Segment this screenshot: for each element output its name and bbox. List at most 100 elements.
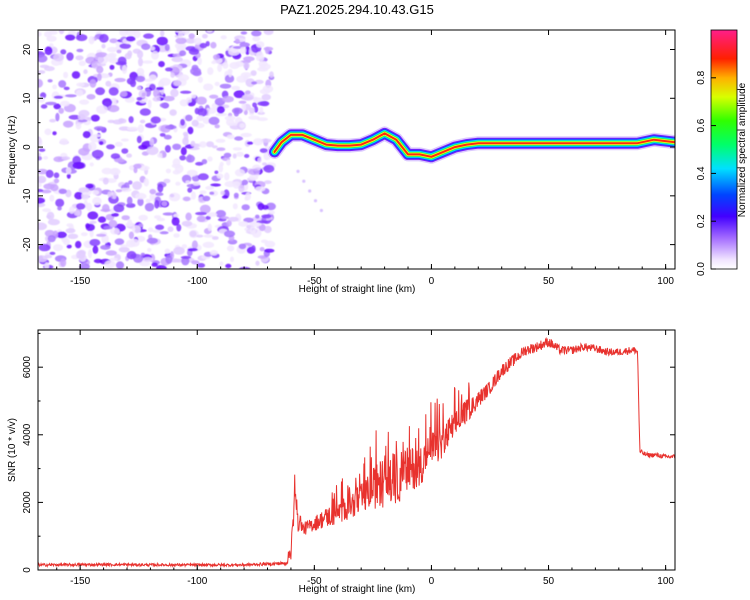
noise-speckle bbox=[244, 196, 249, 201]
noise-speckle bbox=[121, 138, 129, 142]
noise-speckle bbox=[112, 192, 117, 200]
noise-speckle bbox=[172, 143, 182, 150]
noise-speckle bbox=[313, 199, 318, 203]
noise-speckle bbox=[126, 126, 139, 131]
noise-speckle bbox=[308, 189, 312, 193]
noise-speckle bbox=[68, 114, 81, 120]
noise-speckle bbox=[248, 174, 259, 181]
noise-speckle bbox=[56, 231, 67, 239]
snr-series-line bbox=[38, 336, 675, 569]
noise-speckle bbox=[251, 30, 262, 37]
noise-speckle bbox=[151, 50, 159, 60]
noise-speckle bbox=[120, 91, 128, 97]
noise-speckle bbox=[43, 156, 49, 160]
noise-speckle bbox=[245, 90, 251, 95]
noise-speckle bbox=[243, 56, 255, 62]
noise-speckle bbox=[58, 30, 65, 35]
noise-speckle bbox=[185, 38, 197, 44]
noise-speckle bbox=[44, 128, 52, 136]
noise-speckle bbox=[85, 223, 91, 229]
noise-speckle bbox=[120, 244, 129, 248]
noise-speckle bbox=[173, 246, 185, 255]
noise-speckle bbox=[125, 203, 136, 208]
noise-speckle bbox=[191, 119, 199, 127]
noise-speckle bbox=[47, 79, 53, 83]
noise-speckle bbox=[143, 33, 154, 39]
noise-speckle bbox=[214, 81, 220, 87]
noise-speckle bbox=[114, 238, 125, 245]
noise-speckle bbox=[102, 177, 109, 185]
noise-speckle bbox=[208, 116, 220, 125]
x-tick-label: -50 bbox=[307, 276, 322, 287]
noise-speckle bbox=[38, 175, 47, 184]
noise-speckle bbox=[201, 159, 208, 165]
noise-speckle bbox=[135, 192, 147, 200]
noise-speckle bbox=[269, 71, 274, 78]
colorbar-tick-label: 0.8 bbox=[696, 70, 707, 84]
noise-speckle bbox=[220, 190, 225, 196]
noise-speckle bbox=[67, 233, 79, 239]
noise-speckle bbox=[133, 163, 142, 169]
noise-speckle bbox=[146, 237, 158, 244]
x-tick-label: -100 bbox=[187, 276, 207, 287]
noise-speckle bbox=[152, 229, 162, 233]
noise-speckle bbox=[121, 148, 129, 154]
noise-speckle bbox=[76, 203, 86, 210]
noise-speckle bbox=[143, 178, 149, 187]
noise-speckle bbox=[245, 230, 256, 235]
noise-speckle bbox=[260, 100, 270, 107]
noise-speckle bbox=[240, 72, 252, 78]
noise-speckle bbox=[185, 180, 191, 184]
noise-speckle bbox=[89, 162, 94, 167]
snr-x-label: Height of straight line (km) bbox=[299, 584, 416, 595]
colorbar-label: Normalized spectral amplitude bbox=[737, 82, 748, 217]
spectrogram-x-label: Height of straight line (km) bbox=[299, 284, 416, 295]
noise-speckle bbox=[243, 217, 254, 223]
noise-speckle bbox=[231, 107, 243, 115]
noise-speckle bbox=[141, 43, 151, 50]
snr-frame bbox=[37, 329, 676, 571]
noise-speckle bbox=[196, 234, 204, 238]
noise-speckle bbox=[163, 178, 171, 184]
noise-speckle bbox=[220, 216, 230, 220]
noise-speckle bbox=[38, 182, 42, 188]
noise-speckle bbox=[131, 225, 141, 234]
noise-speckle bbox=[110, 208, 115, 214]
noise-speckle bbox=[47, 235, 56, 243]
noise-speckle bbox=[72, 161, 85, 170]
noise-speckle bbox=[210, 183, 222, 187]
noise-speckle bbox=[171, 217, 180, 226]
noise-speckle bbox=[263, 30, 274, 35]
noise-speckle bbox=[191, 260, 200, 265]
noise-speckle bbox=[118, 246, 130, 253]
noise-speckle bbox=[195, 161, 204, 166]
figure-title: PAZ1.2025.294.10.43.G15 bbox=[280, 2, 434, 17]
noise-speckle bbox=[66, 52, 74, 61]
noise-speckle bbox=[245, 78, 256, 88]
noise-speckle bbox=[38, 255, 48, 263]
noise-speckle bbox=[114, 141, 123, 147]
noise-speckle bbox=[192, 70, 202, 77]
x-tick-label: 100 bbox=[657, 576, 674, 587]
noise-speckle bbox=[162, 151, 167, 158]
noise-speckle bbox=[224, 74, 235, 83]
noise-speckle bbox=[257, 66, 269, 72]
noise-speckle bbox=[244, 154, 250, 158]
y-tick-label: 6000 bbox=[22, 356, 33, 379]
noise-speckle bbox=[190, 140, 196, 147]
noise-speckle bbox=[257, 157, 262, 163]
noise-speckle bbox=[173, 233, 180, 238]
noise-speckle bbox=[251, 81, 258, 85]
noise-speckle bbox=[156, 36, 168, 46]
noise-speckle bbox=[185, 154, 195, 163]
noise-speckle bbox=[65, 167, 72, 175]
noise-speckle bbox=[233, 90, 245, 99]
noise-speckle bbox=[38, 243, 51, 252]
noise-speckle bbox=[197, 263, 206, 268]
noise-speckle bbox=[126, 153, 132, 158]
noise-speckle bbox=[216, 106, 225, 114]
noise-speckle bbox=[175, 181, 181, 186]
noise-speckle bbox=[92, 134, 102, 138]
noise-speckle bbox=[235, 61, 244, 67]
noise-speckle bbox=[259, 247, 265, 252]
